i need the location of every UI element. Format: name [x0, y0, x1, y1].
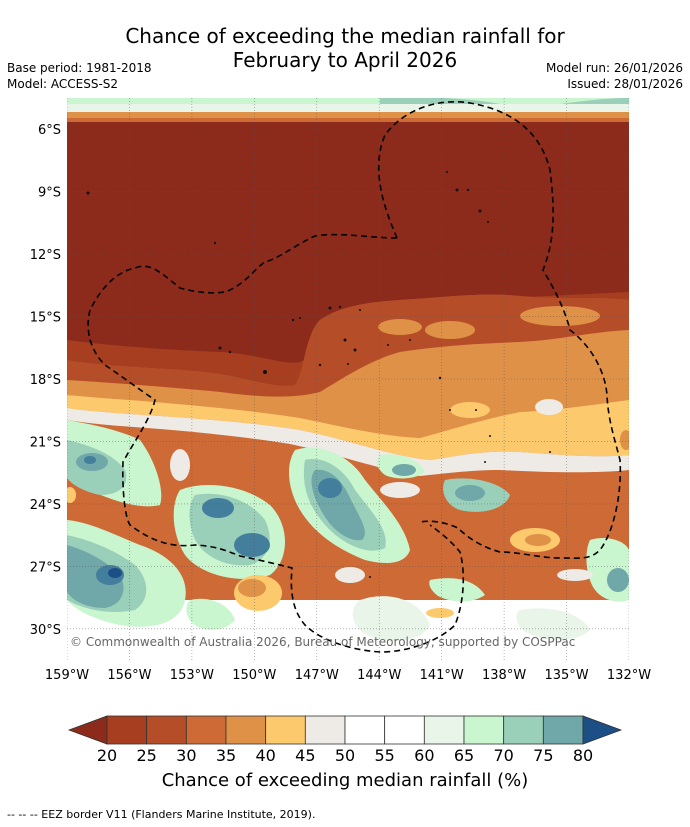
neutral-patch: [535, 399, 563, 415]
wet-patch: [607, 568, 629, 592]
dry-patch: [450, 402, 490, 418]
lat-label: 12°S: [30, 248, 61, 263]
issued-text: Issued: 28/01/2026: [567, 77, 683, 91]
dry-patch: [525, 534, 551, 546]
colorbar-tick-label: 20: [97, 746, 117, 765]
model-text: Model: ACCESS-S2: [7, 77, 119, 91]
lat-label: 9°S: [38, 186, 61, 201]
neutral-patch: [380, 482, 420, 498]
dry-patch: [378, 319, 422, 335]
lat-label: 21°S: [30, 435, 61, 450]
base-period-text: Base period: 1981-2018: [7, 61, 152, 75]
dry-patch: [425, 321, 475, 339]
wet-patch: [318, 478, 342, 498]
wet-patch: [516, 608, 590, 640]
colorbar-tick-label: 45: [295, 746, 315, 765]
model-run-text: Model run: 26/01/2026: [545, 61, 683, 75]
very-dry-region: [67, 122, 629, 386]
eez-border-note: -- -- -- EEZ border V11 (Flanders Marine…: [7, 808, 316, 821]
dry-patch: [238, 579, 266, 597]
colorbar-bin: [225, 715, 267, 745]
wet-patch: [455, 485, 485, 501]
lat-label: 24°S: [30, 498, 61, 513]
title-line-2: February to April 2026: [232, 48, 458, 72]
meta-right: Model run: 26/01/2026 Issued: 28/01/2026: [546, 60, 683, 92]
wet-patch: [84, 456, 96, 464]
dry-20-band: [67, 292, 629, 386]
wet-patch: [202, 498, 234, 518]
colorbar-tick-label: 50: [335, 746, 355, 765]
islands: [86, 171, 551, 578]
colorbar-bin: [384, 715, 425, 745]
neutral-45-band: [67, 408, 629, 476]
colorbar-bin: [542, 715, 584, 745]
colorbar-bin: [265, 715, 306, 745]
lat-label: 27°S: [30, 560, 61, 575]
lon-label: 159°W: [45, 668, 89, 683]
colorbar-tick-label: 70: [493, 746, 513, 765]
colorbar-bin: [503, 715, 544, 745]
colorbar-tick-label: 30: [176, 746, 196, 765]
wet-patch: [392, 464, 416, 476]
map-title: Chance of exceeding the median rainfall …: [0, 24, 690, 72]
colorbar-high-arrow: [582, 715, 623, 745]
rainfall-map: © Commonwealth of Australia 2026, Bureau…: [30, 98, 651, 765]
dry-40-band: [67, 395, 629, 460]
map-area: © Commonwealth of Australia 2026, Bureau…: [67, 98, 629, 660]
lon-label: 153°W: [170, 668, 214, 683]
colorbar-tick-label: 55: [374, 746, 394, 765]
lat-label: 18°S: [30, 373, 61, 388]
lon-label: 135°W: [544, 668, 588, 683]
wet-patch: [67, 545, 124, 608]
wet-patch: [352, 596, 430, 642]
dry-patch: [620, 430, 629, 450]
dry-patch: [426, 608, 454, 618]
grid-lines: [67, 98, 629, 660]
colorbar-bin: [106, 715, 148, 745]
lon-label: 132°W: [607, 668, 651, 683]
latitude-labels: 6°S 9°S 12°S 15°S 18°S 21°S 24°S 27°S 30°S: [30, 123, 61, 638]
colorbar-low-arrow: [67, 715, 108, 745]
meta-left: Base period: 1981-2018 Model: ACCESS-S2: [7, 60, 152, 92]
lon-label: 144°W: [357, 668, 401, 683]
colorbar-title: Chance of exceeding median rainfall (%): [161, 770, 529, 791]
lon-label: 150°W: [232, 668, 276, 683]
colorbar-tick-label: 25: [136, 746, 156, 765]
colorbar-bin: [344, 715, 386, 745]
colorbar-bin: [463, 715, 505, 745]
lon-label: 141°W: [420, 668, 464, 683]
lon-label: 138°W: [482, 668, 526, 683]
colorbar-tick-label: 75: [533, 746, 553, 765]
colorbar-bin: [185, 715, 227, 745]
colorbar-tick-label: 80: [573, 746, 593, 765]
dry-25-band: [67, 294, 629, 397]
wet-patch: [429, 578, 485, 602]
wet-patch: [186, 598, 235, 630]
neutral-patch: [335, 567, 365, 583]
wet-patch: [108, 568, 122, 578]
title-line-1: Chance of exceeding the median rainfall …: [125, 24, 565, 48]
colorbar-tick-label: 40: [255, 746, 275, 765]
lat-label: 15°S: [30, 311, 61, 326]
colorbar-tick-label: 60: [414, 746, 434, 765]
neutral-patch: [170, 449, 190, 481]
eez-borders: [87, 100, 622, 653]
lon-label: 156°W: [107, 668, 151, 683]
lon-label: 147°W: [295, 668, 339, 683]
colorbar-bin: [423, 715, 465, 745]
lat-label: 6°S: [38, 123, 61, 138]
dry-patch: [520, 306, 600, 326]
colorbar-tick-label: 35: [216, 746, 236, 765]
colorbar-bin: [146, 715, 187, 745]
colorbar-tick-label: 65: [454, 746, 474, 765]
lat-label: 30°S: [30, 623, 61, 638]
colorbar: 20 25 30 35 40 45 50 55 60 65 70 75 80: [67, 715, 623, 765]
wet-patch: [234, 533, 270, 557]
longitude-labels: 159°W 156°W 153°W 150°W 147°W 144°W 141°W 138°W…: [45, 668, 651, 683]
neutral-patch: [557, 569, 593, 581]
copyright-text: © Commonwealth of Australia 2026, Bureau…: [70, 635, 575, 649]
dry-patch: [67, 487, 76, 503]
colorbar-bin: [304, 715, 346, 745]
